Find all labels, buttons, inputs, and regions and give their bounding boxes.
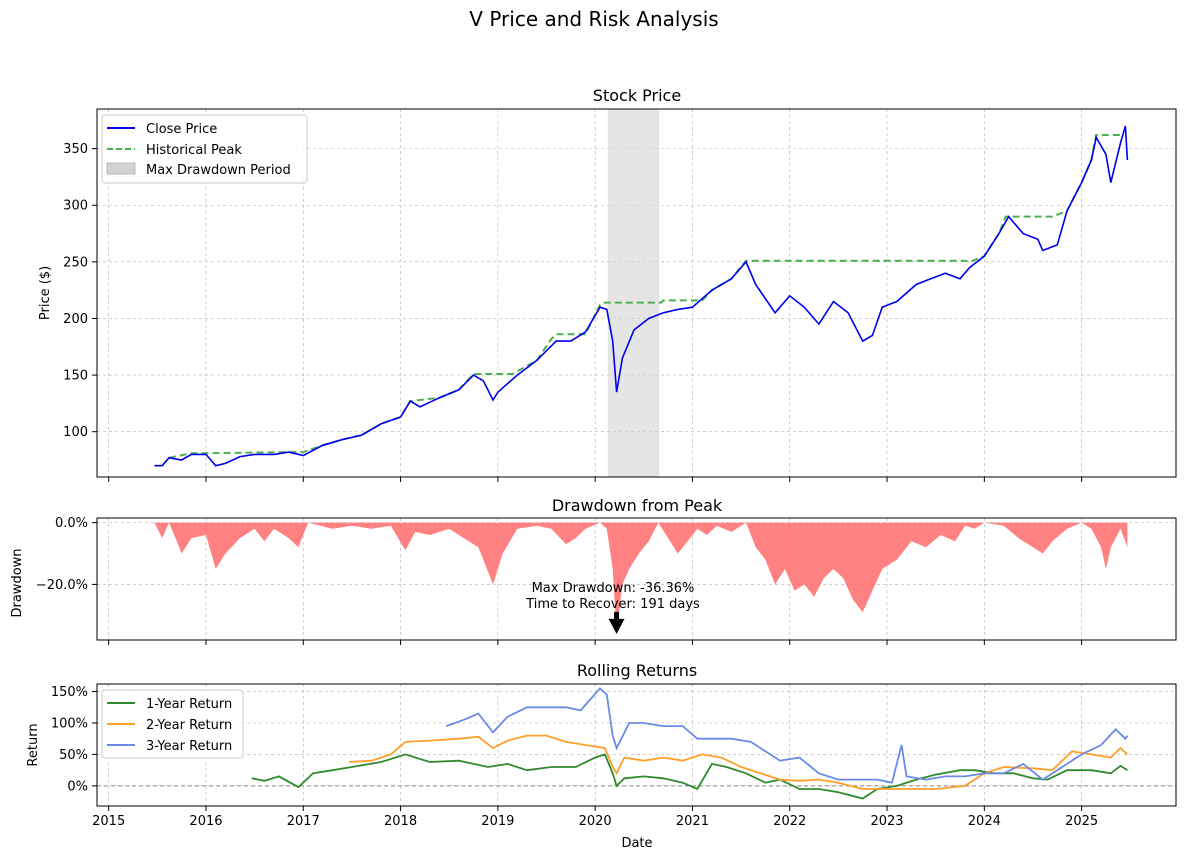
y-tick-label: 250 bbox=[63, 255, 88, 270]
x-tick-label: 2020 bbox=[579, 814, 612, 829]
x-tick-label: 2015 bbox=[92, 814, 125, 829]
legend-max-drawdown-swatch bbox=[106, 162, 136, 175]
x-tick-label: 2018 bbox=[384, 814, 417, 829]
x-tick-label: 2016 bbox=[189, 814, 222, 829]
returns-x-ticks: 2015 2016 2017 2018 2019 2020 2021 2022 2023 2024… bbox=[92, 806, 1098, 829]
y-tick-label: 200 bbox=[63, 312, 88, 327]
x-tick-label: 2023 bbox=[870, 814, 903, 829]
y-tick-label: 350 bbox=[63, 142, 88, 157]
returns-legend: 1-Year Return 2-Year Return 3-Year Retur… bbox=[101, 689, 244, 759]
legend-2y-return: 2-Year Return bbox=[146, 718, 232, 733]
y-tick-label: 300 bbox=[63, 199, 88, 214]
one-year-return-line bbox=[251, 753, 1128, 800]
legend-3y-return: 3-Year Return bbox=[146, 739, 232, 754]
price-legend: Close Price Historical Peak Max Drawdown… bbox=[101, 114, 308, 184]
returns-y-label: Return bbox=[26, 723, 41, 766]
price-y-ticks: 100 150 200 250 300 350 bbox=[63, 142, 97, 440]
drawdown-plot-frame bbox=[96, 517, 1177, 641]
drawdown-x-ticks bbox=[108, 640, 1083, 645]
max-drawdown-arrow bbox=[608, 611, 625, 634]
y-tick-label: 150% bbox=[51, 685, 88, 700]
y-tick-label: 0% bbox=[67, 779, 88, 794]
y-tick-label: −20.0% bbox=[36, 578, 88, 593]
x-tick-label: 2017 bbox=[287, 814, 320, 829]
returns-panel: Rolling Returns 0%50%100%150% 2015 2016 20… bbox=[26, 661, 1177, 851]
x-tick-label: 2022 bbox=[773, 814, 806, 829]
three-year-return-line bbox=[445, 687, 1129, 784]
returns-panel-title: Rolling Returns bbox=[577, 661, 697, 680]
returns-grid bbox=[97, 684, 1176, 806]
returns-x-label: Date bbox=[621, 836, 652, 851]
returns-y-ticks: 0% 50% 100% 150% bbox=[51, 685, 97, 794]
x-tick-label: 2024 bbox=[968, 814, 1001, 829]
price-panel-title: Stock Price bbox=[593, 86, 681, 105]
figure-title: V Price and Risk Analysis bbox=[469, 7, 718, 31]
time-to-recover-annotation: Time to Recover: 191 days bbox=[525, 597, 700, 612]
legend-1y-return: 1-Year Return bbox=[146, 697, 232, 712]
drawdown-y-label: Drawdown bbox=[10, 548, 25, 617]
price-panel: Stock Price 100 150 200 250 300 350 Price ($)… bbox=[38, 86, 1177, 482]
drawdown-panel: Drawdown from Peak 0.0% −20.0% Drawdown M… bbox=[10, 496, 1177, 645]
legend-close-price: Close Price bbox=[146, 122, 217, 137]
legend-historical-peak: Historical Peak bbox=[146, 143, 242, 158]
y-tick-label: 150 bbox=[63, 369, 88, 384]
y-tick-label: 100 bbox=[63, 425, 88, 440]
price-legend-box bbox=[101, 114, 308, 184]
y-tick-label: 50% bbox=[59, 748, 88, 763]
y-tick-label: 100% bbox=[51, 716, 88, 731]
x-tick-label: 2021 bbox=[676, 814, 709, 829]
x-tick-label: 2025 bbox=[1065, 814, 1098, 829]
price-x-ticks bbox=[108, 477, 1083, 482]
max-drawdown-annotation: Max Drawdown: -36.36% bbox=[532, 581, 695, 596]
two-year-return-line bbox=[348, 734, 1129, 790]
legend-max-drawdown-period: Max Drawdown Period bbox=[146, 163, 291, 178]
close-price-line bbox=[154, 125, 1129, 467]
x-tick-label: 2019 bbox=[481, 814, 514, 829]
drawdown-panel-title: Drawdown from Peak bbox=[552, 496, 723, 515]
price-plot-frame bbox=[96, 108, 1177, 478]
drawdown-y-ticks: 0.0% −20.0% bbox=[36, 516, 97, 593]
returns-legend-box bbox=[101, 689, 244, 759]
y-tick-label: 0.0% bbox=[55, 516, 88, 531]
max-drawdown-shade bbox=[607, 109, 660, 477]
price-y-label: Price ($) bbox=[38, 266, 53, 320]
drawdown-area bbox=[154, 522, 1128, 634]
returns-plot-frame bbox=[96, 683, 1177, 807]
